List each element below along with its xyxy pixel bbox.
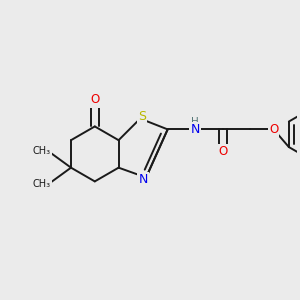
Text: CH₃: CH₃	[32, 179, 51, 189]
Text: O: O	[269, 123, 278, 136]
Text: N: N	[138, 173, 148, 186]
Text: CH₃: CH₃	[32, 146, 51, 156]
Text: N: N	[190, 123, 200, 136]
Text: S: S	[138, 110, 146, 123]
Text: O: O	[218, 146, 227, 158]
Text: O: O	[90, 93, 99, 106]
Text: H: H	[191, 116, 199, 127]
